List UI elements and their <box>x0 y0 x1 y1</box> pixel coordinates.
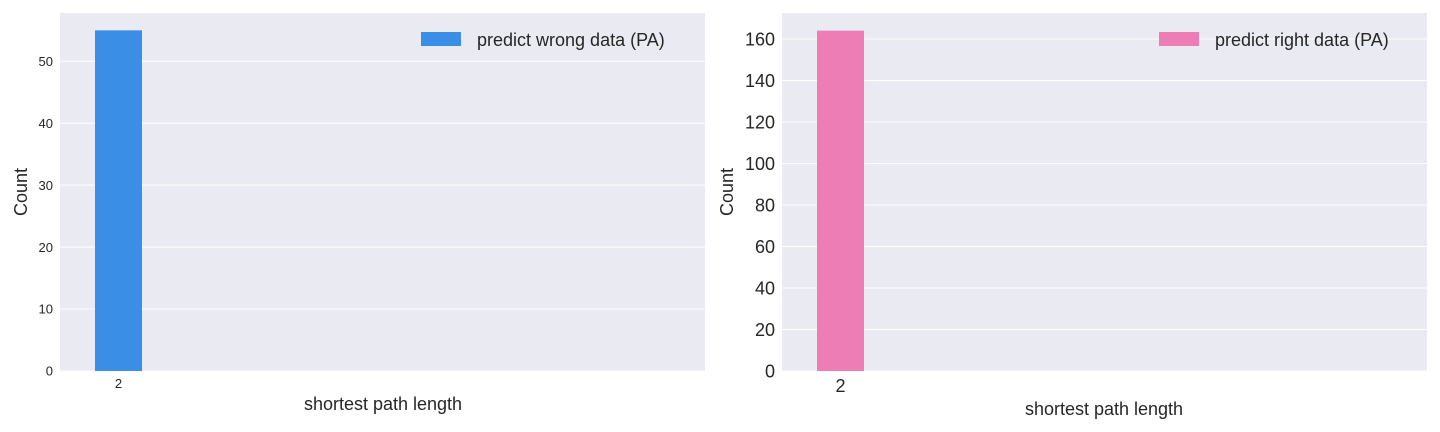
y-tick-label: 20 <box>755 320 775 340</box>
y-tick-label: 0 <box>46 364 53 379</box>
y-tick-label: 30 <box>39 178 53 193</box>
y-tick-label: 10 <box>39 302 53 317</box>
gridlines <box>782 38 1427 372</box>
x-axis-label: shortest path length <box>304 394 462 414</box>
x-tick-label: 2 <box>115 376 122 391</box>
y-tick-label: 0 <box>765 361 775 381</box>
legend-swatch <box>421 32 461 46</box>
y-tick-label: 60 <box>755 237 775 257</box>
x-ticks: 2 <box>115 376 122 391</box>
y-axis-label: Count <box>11 168 31 216</box>
bar <box>817 30 864 372</box>
legend-label: predict wrong data (PA) <box>477 30 665 50</box>
x-tick-label: 2 <box>835 376 845 396</box>
y-tick-label: 80 <box>755 195 775 215</box>
bars <box>817 30 864 372</box>
plot-area <box>60 13 705 371</box>
chart-predict-right: 0 20 40 60 80 100 120 140 160 2 shortest path le… <box>717 13 1427 419</box>
y-tick-label: 120 <box>745 112 775 132</box>
plot-area <box>782 13 1427 371</box>
legend: predict right data (PA) <box>1159 30 1389 50</box>
y-tick-label: 50 <box>39 54 53 69</box>
chart-predict-wrong: 0 10 20 30 40 50 2 shortest path length Count… <box>11 13 705 414</box>
y-tick-label: 40 <box>755 278 775 298</box>
bars <box>95 30 142 371</box>
y-tick-label: 40 <box>39 116 53 131</box>
y-ticks: 0 10 20 30 40 50 <box>39 54 53 379</box>
y-tick-label: 100 <box>745 154 775 174</box>
legend-label: predict right data (PA) <box>1215 30 1389 50</box>
legend: predict wrong data (PA) <box>421 30 665 50</box>
y-axis-label: Count <box>717 168 737 216</box>
bar <box>95 30 142 371</box>
y-tick-label: 20 <box>39 240 53 255</box>
x-ticks: 2 <box>835 376 845 396</box>
y-ticks: 0 20 40 60 80 100 120 140 160 <box>745 29 775 381</box>
y-tick-label: 140 <box>745 71 775 91</box>
gridlines <box>60 60 705 372</box>
y-tick-label: 160 <box>745 29 775 49</box>
x-axis-label: shortest path length <box>1025 399 1183 419</box>
legend-swatch <box>1159 32 1199 46</box>
